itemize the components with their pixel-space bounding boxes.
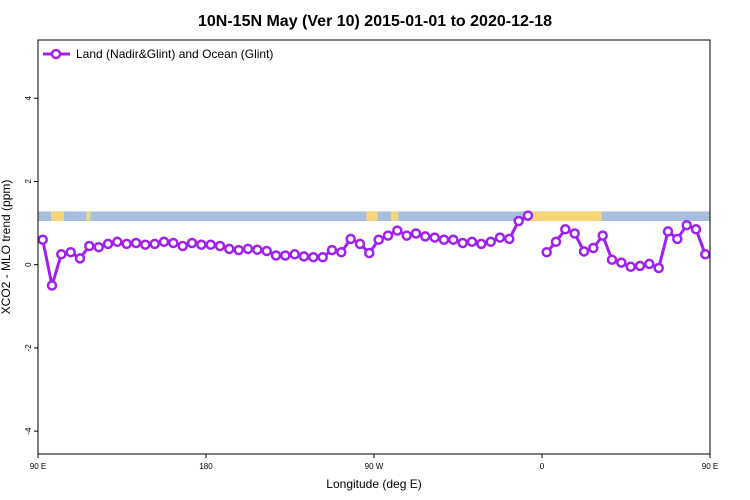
land-ocean-strip	[38, 211, 710, 221]
data-point	[252, 244, 263, 255]
data-point	[625, 261, 636, 273]
data-point	[606, 254, 618, 265]
data-point	[186, 237, 198, 249]
data-point	[196, 239, 207, 250]
data-point	[429, 232, 440, 243]
data-point	[672, 233, 683, 245]
data-point	[485, 236, 496, 248]
data-point	[504, 233, 515, 245]
data-point	[494, 232, 506, 243]
data-point	[345, 233, 356, 245]
data-point	[560, 224, 571, 235]
data-point	[336, 246, 347, 258]
series-layer	[37, 210, 711, 291]
data-point	[224, 243, 235, 255]
data-point	[37, 234, 48, 245]
data-point	[168, 237, 179, 249]
data-point	[550, 236, 562, 248]
data-point	[280, 250, 291, 261]
data-point	[326, 244, 338, 256]
data-point	[373, 234, 384, 245]
data-point	[270, 250, 282, 261]
land-segment-0	[51, 211, 65, 221]
data-point	[214, 240, 226, 252]
data-point	[242, 243, 254, 255]
data-point	[457, 237, 468, 249]
y-tick-label: 2	[24, 179, 33, 184]
legend-label: Land (Nadir&Glint) and Ocean (Glint)	[76, 47, 273, 61]
data-point	[364, 247, 375, 259]
data-point	[410, 228, 422, 239]
data-point	[578, 246, 590, 257]
data-point	[438, 234, 450, 245]
x-axis-ticks: 90 E 180 90 W 0 90 E	[30, 454, 718, 471]
data-point	[233, 244, 244, 256]
data-point	[700, 249, 711, 260]
y-tick-label: 0	[24, 262, 33, 267]
legend-marker-swatch	[50, 48, 62, 60]
y-axis-ticks: 4 2 0 -2 -4	[24, 95, 38, 435]
data-point	[93, 241, 104, 253]
data-point	[74, 253, 86, 264]
x-tick-label: 90 W	[365, 462, 384, 471]
data-point	[130, 237, 142, 249]
data-point	[522, 210, 534, 221]
x-tick-label: 90 E	[30, 462, 46, 471]
data-point	[298, 251, 310, 262]
land-segment-4	[528, 211, 602, 221]
data-point	[690, 224, 702, 235]
data-point	[317, 251, 328, 263]
chart-title: 10N-15N May (Ver 10) 2015-01-01 to 2020-…	[198, 13, 552, 30]
data-point	[205, 239, 216, 250]
land-segment-1	[86, 211, 91, 221]
data-point	[382, 230, 394, 241]
data-point	[634, 260, 646, 272]
data-point	[289, 249, 300, 260]
legend: Land (Nadir&Glint) and Ocean (Glint)	[43, 47, 273, 61]
data-point	[121, 238, 132, 250]
x-axis-label: Longitude (deg E)	[326, 477, 421, 491]
data-point	[541, 246, 552, 258]
data-point	[644, 258, 655, 270]
data-point	[588, 242, 599, 254]
x-tick-label: 0	[540, 462, 545, 471]
data-point	[420, 231, 431, 242]
data-point	[662, 226, 674, 237]
data-point	[681, 219, 692, 231]
data-point	[597, 230, 608, 241]
data-point	[158, 236, 170, 248]
data-point	[401, 230, 412, 241]
y-tick-label: -2	[24, 344, 33, 352]
data-point	[261, 245, 272, 257]
data-point	[56, 249, 67, 260]
land-segment-2	[366, 211, 378, 221]
data-point	[112, 236, 123, 248]
data-point	[149, 238, 160, 250]
data-point	[102, 238, 114, 250]
data-point	[476, 238, 487, 250]
x-tick-label: 90 E	[702, 462, 718, 471]
data-point	[65, 246, 76, 258]
land-segment-3	[390, 211, 399, 221]
y-tick-label: 4	[24, 95, 33, 100]
data-point	[513, 215, 524, 227]
data-point	[177, 240, 188, 252]
data-point	[466, 236, 478, 248]
data-point	[308, 251, 319, 263]
data-point	[392, 225, 403, 236]
data-point	[616, 257, 627, 268]
data-point	[354, 238, 366, 250]
data-point	[84, 240, 95, 252]
data-point	[46, 280, 58, 291]
data-point	[140, 239, 151, 250]
data-point	[569, 228, 580, 239]
data-point	[653, 262, 664, 274]
y-tick-label: -4	[24, 427, 33, 435]
y-axis-label: XCO2 - MLO trend (ppm)	[0, 180, 13, 315]
x-tick-label: 180	[199, 462, 213, 471]
data-point	[448, 234, 459, 245]
